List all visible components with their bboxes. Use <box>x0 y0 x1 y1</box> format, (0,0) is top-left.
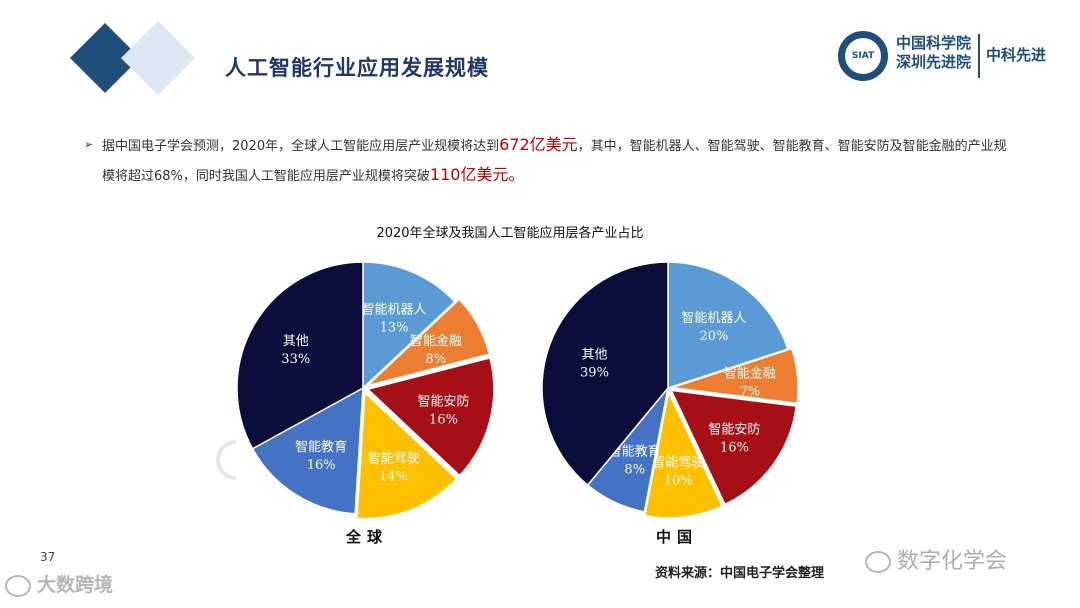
slice-percent: 8% <box>426 352 447 367</box>
pie-slice-中国-其他 <box>541 261 669 487</box>
slice-percent: 16% <box>720 440 749 455</box>
org-short-name: 中科先进 <box>986 46 1047 64</box>
slice-percent: 39% <box>580 366 609 381</box>
bullet-part-2: ，其中，智能机器人、智能驾驶、智能教育、智能安防及智能金融的产业规模将超过68%… <box>102 139 1007 184</box>
slice-percent: 16% <box>429 413 458 428</box>
pie-slice-中国-智能金融 <box>671 347 799 405</box>
header-decoration <box>70 21 195 95</box>
slide-title: 人工智能行业应用发展规模 <box>225 56 489 80</box>
highlight-global-value: 672亿美元 <box>499 135 578 154</box>
slice-percent: 14% <box>379 469 408 484</box>
slice-label: 智能驾驶 <box>368 451 420 466</box>
pie-slice-全球-智能驾驶 <box>356 391 458 520</box>
slice-percent: 33% <box>281 352 310 367</box>
pie-slice-中国-智能安防 <box>669 389 798 506</box>
bullet-arrow-icon: ➢ <box>84 138 94 151</box>
institute-logo: SIAT 中国科学院 深圳先进院 中科先进 <box>838 28 1058 84</box>
slice-label: 智能金融 <box>410 333 462 349</box>
watermark-left-text: 大数跨境 <box>37 574 114 596</box>
slice-percent: 16% <box>307 458 336 473</box>
slice-label: 智能教育 <box>295 439 347 455</box>
slice-label: 其他 <box>283 334 309 349</box>
slice-percent: 10% <box>664 473 693 488</box>
slice-label: 智能机器人 <box>681 311 746 326</box>
watermark-left: 大数跨境 <box>5 570 113 597</box>
pie-slice-全球-智能安防 <box>366 356 495 477</box>
slice-percent: 8% <box>624 463 645 478</box>
seal-text: SIAT <box>845 38 881 74</box>
slice-percent: 7% <box>739 384 760 399</box>
bullet-part-1: 据中国电子学会预测，2020年，全球人工智能应用层产业规模将达到 <box>102 139 500 154</box>
data-source: 资料来源：中国电子学会整理 <box>655 566 825 581</box>
watermark-right: 数字化学会 <box>865 543 1007 575</box>
logo-divider <box>978 34 980 78</box>
slice-percent: 13% <box>380 320 409 335</box>
arc-decoration <box>216 440 237 480</box>
org-line-2: 深圳先进院 <box>896 53 972 71</box>
slice-label: 智能安防 <box>708 421 760 437</box>
pie-slice-全球-智能金融 <box>366 298 491 387</box>
org-line-1: 中国科学院 <box>896 34 972 52</box>
china-pie-label: 中国 <box>656 528 699 546</box>
seal-icon: SIAT <box>838 31 888 81</box>
slice-label: 智能驾驶 <box>652 455 704 470</box>
global-pie-label: 全球 <box>346 528 389 546</box>
watermark-right-text: 数字化学会 <box>897 549 1008 574</box>
slice-label: 智能安防 <box>418 394 470 410</box>
slice-label: 智能金融 <box>724 365 776 381</box>
highlight-china-value: 110亿美元。 <box>429 165 525 184</box>
pie-slice-中国-智能机器人 <box>667 261 789 390</box>
pie-slice-全球-智能教育 <box>251 386 364 515</box>
slice-percent: 20% <box>699 329 728 344</box>
slice-label: 其他 <box>581 348 607 363</box>
bullet-text: 据中国电子学会预测，2020年，全球人工智能应用层产业规模将达到672亿美元，其… <box>102 131 1014 191</box>
wechat-icon <box>865 551 891 573</box>
watermark-logo-icon <box>5 574 31 597</box>
pie-slice-中国-智能驾驶 <box>644 389 724 519</box>
pie-slice-全球-其他 <box>236 261 364 450</box>
summary-bullet: ➢ 据中国电子学会预测，2020年，全球人工智能应用层产业规模将达到672亿美元… <box>84 131 1014 191</box>
pie-slice-全球-智能机器人 <box>362 261 456 390</box>
page-number: 37 <box>40 550 56 564</box>
org-name: 中国科学院 深圳先进院 <box>896 34 971 72</box>
slice-label: 智能机器人 <box>362 302 427 317</box>
chart-title: 2020年全球及我国人工智能应用层各产业占比 <box>376 226 644 241</box>
slice-label: 智能教育 <box>609 444 661 460</box>
